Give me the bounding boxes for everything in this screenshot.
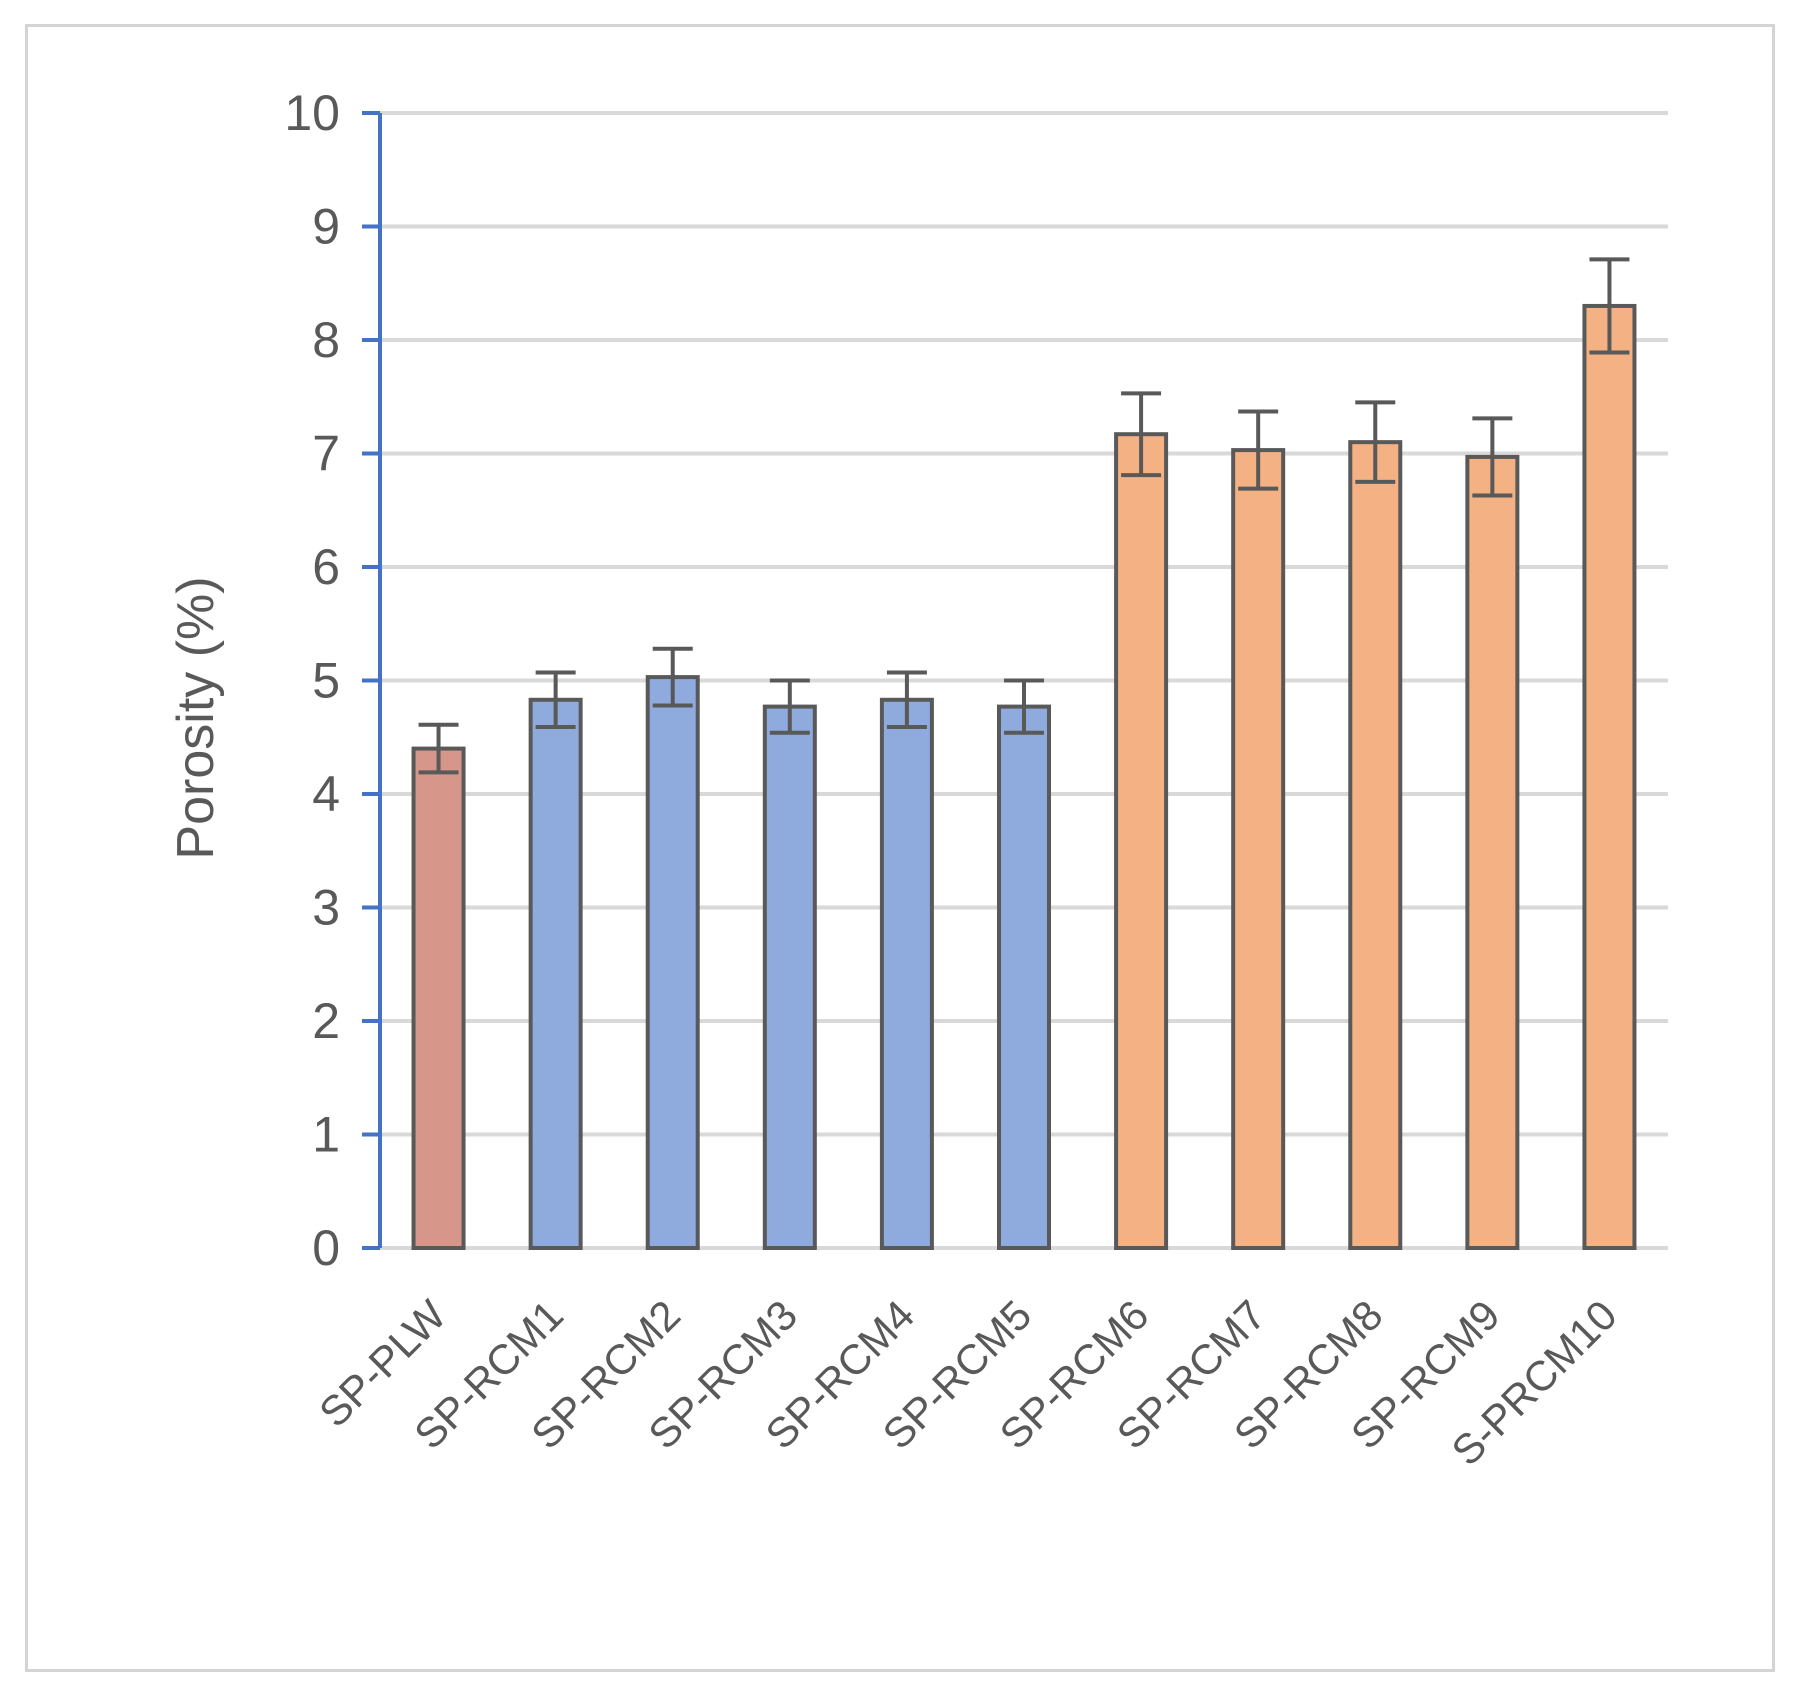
bar-SP-RCM8 (1348, 440, 1403, 1250)
error-bar-SP-RCM2 (652, 646, 693, 708)
bar-S-PRCM10 (1582, 303, 1637, 1250)
error-bar-SP-RCM1 (535, 670, 576, 730)
y-axis-title: Porosity (%) (167, 576, 225, 859)
bar-SP-RCM7 (1231, 448, 1286, 1251)
bar-SP-RCM1 (528, 697, 583, 1250)
bar-SP-RCM6 (1114, 432, 1169, 1250)
y-tick-label: 3 (312, 880, 340, 936)
y-tick-label: 8 (312, 312, 340, 368)
error-bars (418, 257, 1630, 775)
bar-chart: 0 1 2 3 4 5 6 7 8 9 10 SP-PLWSP-RCM1SP-RCM2SP-RCM3… (167, 85, 1668, 1475)
error-bar-SP-RCM3 (769, 678, 810, 735)
y-tick-label: 4 (312, 766, 340, 822)
bar-SP-RCM9 (1465, 454, 1520, 1250)
bar-SP-PLW (411, 746, 466, 1250)
bar-SP-RCM4 (879, 697, 934, 1250)
y-tick-label: 10 (284, 85, 340, 141)
y-tick-label: 9 (312, 199, 340, 255)
error-bar-SP-PLW (418, 722, 459, 775)
y-axis (362, 111, 382, 1250)
y-tick-label: 7 (312, 426, 340, 482)
error-bar-SP-RCM6 (1121, 391, 1162, 478)
error-bar-S-PRCM10 (1589, 257, 1630, 355)
y-tick-label: 1 (312, 1107, 340, 1163)
error-bar-SP-RCM4 (886, 670, 927, 730)
error-bar-SP-RCM5 (1004, 678, 1044, 735)
bars (411, 303, 1637, 1251)
error-bar-SP-RCM9 (1472, 416, 1513, 498)
x-tick-labels: SP-PLWSP-RCM1SP-RCM2SP-RCM3SP-RCM4SP-RCM… (310, 1291, 1626, 1475)
chart-frame: 0 1 2 3 4 5 6 7 8 9 10 SP-PLW SP-RCM1 SP-RCM2 SP-RCM3… (25, 24, 1775, 1672)
bar-SP-RCM5 (997, 704, 1051, 1250)
error-bar-SP-RCM7 (1238, 409, 1279, 491)
y-tick-label: 2 (312, 993, 340, 1049)
bar-SP-RCM3 (762, 704, 817, 1250)
y-tick-labels: 0 1 2 3 4 5 6 7 8 9 10 (284, 85, 340, 1276)
bar-SP-RCM2 (645, 675, 700, 1250)
y-tick-label: 5 (312, 653, 340, 709)
error-bar-SP-RCM8 (1355, 400, 1396, 484)
y-tick-label: 6 (312, 539, 340, 595)
y-tick-label: 0 (312, 1220, 340, 1276)
